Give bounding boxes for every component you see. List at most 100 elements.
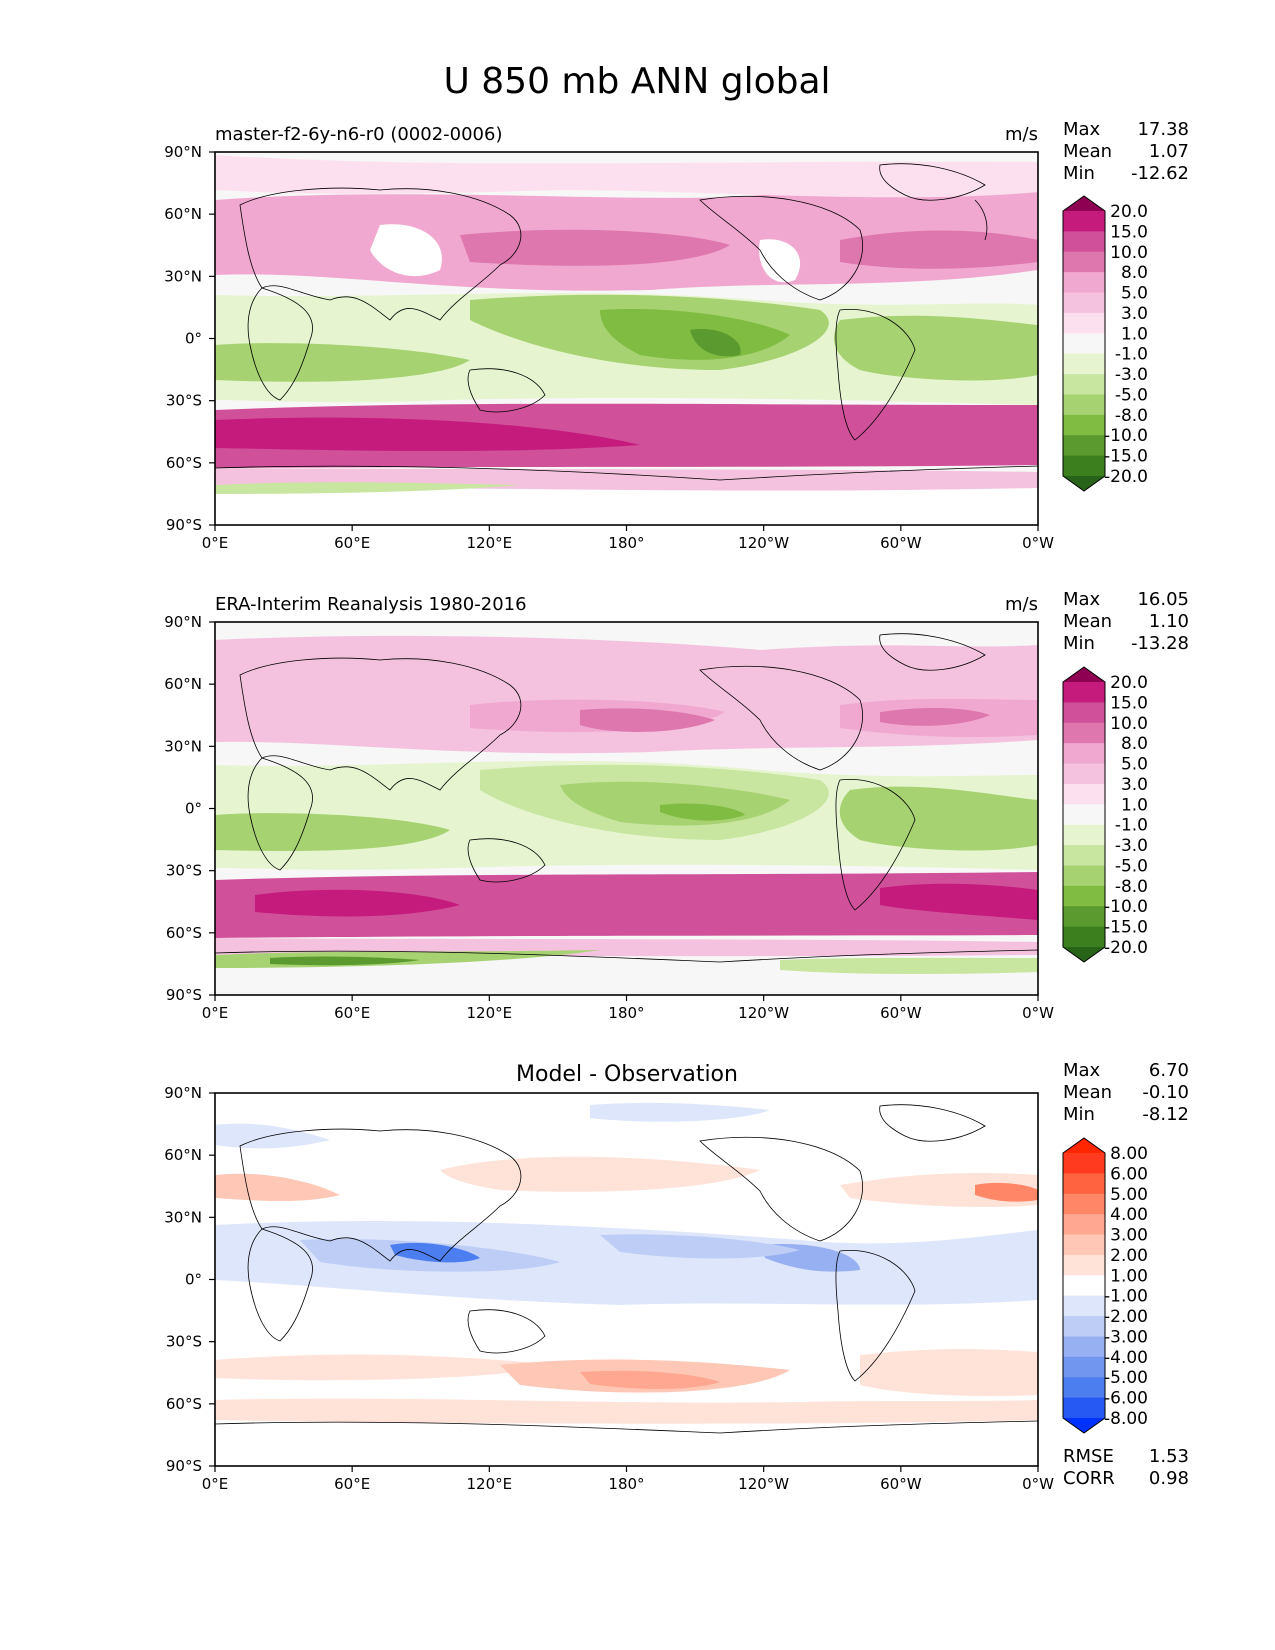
y-axis: 90°N 60°N 30°N 0° 30°S 60°S 90°S (164, 613, 215, 1004)
x-tick-label: 120°W (738, 534, 789, 552)
x-tick-label: 180° (608, 534, 644, 552)
colorbar-extension-min (1063, 947, 1105, 962)
wind-bands (215, 155, 1038, 525)
colorbar-bin (1063, 1397, 1105, 1419)
x-tick-label: 0°W (1022, 534, 1054, 552)
colorbar-bin (1063, 1173, 1105, 1195)
colorbar-tick-label: 10.0 (1110, 243, 1148, 263)
colorbar-extension-min (1063, 1418, 1105, 1433)
colorbar-bin (1063, 211, 1105, 232)
x-tick-label: 0°E (202, 1475, 229, 1493)
colorbar-bin (1063, 231, 1105, 253)
y-axis: 90°N 60°N 30°N 0° 30°S 60°S 90°S (164, 1084, 215, 1475)
colorbar-tick-label: -15.0 (1104, 447, 1148, 467)
x-tick-label: 0°E (202, 534, 229, 552)
colorbar: 20.015.010.08.05.03.01.0-1.0-3.0-5.0-8.0… (1062, 195, 1148, 492)
colorbar-tick-label: 5.00 (1110, 1185, 1148, 1205)
colorbar-tick-label: -1.0 (1115, 816, 1148, 836)
x-tick-label: 180° (608, 1475, 644, 1493)
y-tick-label: 60°N (164, 205, 202, 223)
colorbar-tick-label: -6.00 (1104, 1389, 1148, 1409)
colorbar-bin (1063, 414, 1105, 436)
y-tick-label: 60°N (164, 675, 202, 693)
stat-min-label: Min (1063, 633, 1095, 654)
map-field (215, 622, 1038, 995)
y-tick-label: 0° (185, 800, 202, 818)
map-field (215, 152, 1038, 525)
y-tick-label: 90°S (166, 1457, 202, 1475)
colorbar-extension-max (1063, 667, 1105, 682)
panel-center-title: Model - Observation (516, 1062, 738, 1087)
colorbar-bin (1063, 1254, 1105, 1276)
panel-observation: ERA-Interim Reanalysis 1980-2016 m/s (164, 589, 1189, 1022)
x-tick-label: 0°W (1022, 1475, 1054, 1493)
stat-mean-value: 1.10 (1149, 611, 1189, 632)
x-tick-label: 60°E (334, 1004, 370, 1022)
x-axis: 0°E 60°E 120°E 180° 120°W 60°W 0°W (202, 1466, 1054, 1493)
x-tick-label: 120°E (467, 534, 513, 552)
y-tick-label: 60°S (166, 454, 202, 472)
colorbar-tick-label: 15.0 (1110, 222, 1148, 242)
colorbar: 20.015.010.08.05.03.01.0-1.0-3.0-5.0-8.0… (1062, 666, 1148, 963)
colorbar-bin (1063, 1336, 1105, 1358)
y-tick-label: 30°N (164, 267, 202, 285)
x-axis: 0°E 60°E 120°E 180° 120°W 60°W 0°W (202, 995, 1054, 1022)
colorbar-tick-label: 2.00 (1110, 1246, 1148, 1266)
colorbar-bin (1063, 1193, 1105, 1215)
colorbar-tick-label: -1.0 (1115, 345, 1148, 365)
colorbar-bin (1063, 926, 1105, 948)
colorbar-bin (1063, 292, 1105, 314)
stat-min-value: -13.28 (1131, 633, 1189, 654)
colorbar-bin (1063, 783, 1105, 805)
colorbar-tick-label: 15.0 (1110, 693, 1148, 713)
stat-min-label: Min (1063, 163, 1095, 184)
colorbar-extension-max (1063, 1138, 1105, 1153)
colorbar-tick-label: 8.00 (1110, 1144, 1148, 1164)
colorbar-tick-label: 3.0 (1121, 775, 1148, 795)
y-tick-label: 30°N (164, 1208, 202, 1226)
x-tick-label: 180° (608, 1004, 644, 1022)
colorbar-tick-label: 1.00 (1110, 1266, 1148, 1286)
y-tick-label: 90°N (164, 1084, 202, 1102)
x-tick-label: 120°W (738, 1004, 789, 1022)
panel-left-title: master-f2-6y-n6-r0 (0002-0006) (215, 124, 502, 145)
stat-min-label: Min (1063, 1104, 1095, 1125)
colorbar-tick-label: -3.0 (1115, 365, 1148, 385)
y-tick-label: 90°S (166, 986, 202, 1004)
colorbar-tick-label: 1.0 (1121, 795, 1148, 815)
stat-max-value: 16.05 (1137, 589, 1189, 610)
colorbar-outline (1062, 1137, 1106, 1434)
colorbar-bin (1063, 1356, 1105, 1378)
colorbar-tick-label: -4.00 (1104, 1348, 1148, 1368)
stat-max-label: Max (1063, 589, 1101, 610)
coastlines (215, 163, 1038, 481)
colorbar-tick-label: -8.0 (1115, 406, 1148, 426)
x-tick-label: 60°W (880, 1475, 922, 1493)
colorbar-bin (1063, 1153, 1105, 1174)
x-tick-label: 60°W (880, 1004, 922, 1022)
colorbar-tick-label: -20.0 (1104, 938, 1148, 958)
y-tick-label: 0° (185, 1271, 202, 1289)
y-axis: 90°N 60°N 30°N 0° 30°S 60°S 90°S (164, 143, 215, 534)
x-tick-label: 120°E (467, 1475, 513, 1493)
colorbar-bin (1063, 435, 1105, 457)
colorbar-bin (1063, 374, 1105, 395)
x-tick-label: 120°W (738, 1475, 789, 1493)
y-tick-label: 0° (185, 330, 202, 348)
y-tick-label: 30°S (166, 862, 202, 880)
panel-units: m/s (1005, 594, 1038, 615)
coastlines (215, 633, 1038, 963)
x-tick-label: 0°W (1022, 1004, 1054, 1022)
colorbar-tick-label: -8.0 (1115, 877, 1148, 897)
stat-min-value: -8.12 (1142, 1104, 1189, 1125)
colorbar-tick-label: 6.00 (1110, 1164, 1148, 1184)
colorbar-bin (1063, 394, 1105, 416)
x-tick-label: 120°E (467, 1004, 513, 1022)
colorbar-bin (1063, 763, 1105, 785)
colorbar-bin (1063, 702, 1105, 724)
colorbar-tick-label: -3.00 (1104, 1327, 1148, 1347)
x-tick-label: 0°E (202, 1004, 229, 1022)
y-tick-label: 30°S (166, 1333, 202, 1351)
colorbar-bin (1063, 312, 1105, 334)
colorbar-bin (1063, 1295, 1105, 1317)
